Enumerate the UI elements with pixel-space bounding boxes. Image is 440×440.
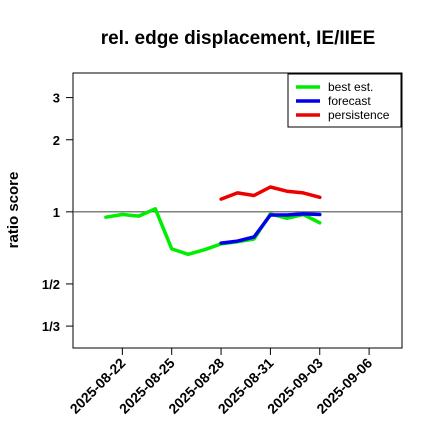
series-line-forecast — [219, 212, 322, 245]
y-tick-label: 3 — [53, 91, 60, 106]
series-layer — [104, 185, 322, 257]
y-axis: 1/3 1/2 1 2 3 — [42, 91, 73, 334]
legend-label: persistence — [328, 108, 390, 122]
y-tick-label: 1 — [53, 205, 60, 220]
legend-label: best est. — [328, 80, 373, 94]
series-line-best-est — [104, 207, 322, 257]
chart-title: rel. edge displacement, IE/IIEE — [101, 28, 376, 49]
y-tick-label: 1/3 — [42, 319, 60, 334]
y-tick-label: 1/2 — [42, 277, 60, 292]
plot-frame — [72, 72, 403, 349]
y-axis-label: ratio score — [5, 172, 22, 249]
x-axis: 2025-08-222025-08-252025-08-282025-08-31… — [67, 348, 375, 417]
legend-label: forecast — [328, 94, 371, 108]
y-tick-label: 2 — [53, 133, 60, 148]
series-line-persistence — [219, 185, 322, 201]
